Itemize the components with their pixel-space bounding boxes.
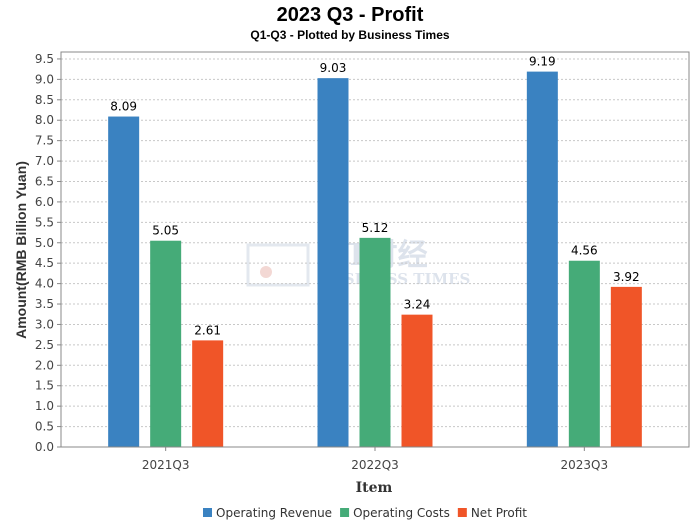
- bars: 8.09 5.05 2.61 9.03 5.12 3.24 9.19 4.56 3.92: [108, 55, 642, 448]
- data-label: 4.56: [571, 244, 598, 258]
- legend-label: Operating Costs: [353, 506, 450, 520]
- data-label: 3.92: [613, 270, 640, 284]
- y-tick-label: 4.0: [35, 277, 54, 291]
- bar: [150, 240, 182, 447]
- bar: [359, 237, 391, 447]
- y-tick-label: 6.5: [35, 174, 54, 188]
- bar: [317, 78, 349, 448]
- bar: [108, 116, 140, 448]
- svg-text:BUSINESS TIMES: BUSINESS TIMES: [318, 270, 470, 288]
- legend-swatch: [340, 508, 350, 517]
- y-tick-label: 4.5: [35, 256, 54, 270]
- y-tick-label: 7.5: [35, 134, 54, 148]
- y-axis-label: Amount(RMB Billion Yuan): [13, 161, 29, 339]
- data-label: 5.12: [362, 221, 389, 235]
- legend-label: Operating Revenue: [216, 506, 332, 520]
- y-tick-label: 9.5: [35, 52, 54, 66]
- x-tick-label: 2022Q3: [351, 458, 399, 472]
- y-tick-label: 1.0: [35, 399, 54, 413]
- x-tick-label: 2021Q3: [142, 458, 190, 472]
- legend: Operating Revenue Operating Costs Net Prof…: [203, 506, 527, 520]
- y-tick-label: 3.5: [35, 297, 54, 311]
- y-tick-label: 5.0: [35, 236, 54, 250]
- legend-swatch: [457, 508, 467, 517]
- data-label: 2.61: [194, 323, 221, 337]
- bar: [568, 260, 600, 447]
- x-axis-label: Item: [356, 480, 393, 496]
- legend-swatch: [203, 508, 212, 517]
- y-tick-label: 9.0: [35, 72, 54, 86]
- y-axis: 0.0 0.5 1.0 1.5 2.0 2.5 3.0 3.5 4.0 4.5 5.0 5.5 6.0 6…: [35, 52, 61, 454]
- y-tick-label: 0.5: [35, 420, 54, 434]
- data-label: 9.03: [320, 61, 347, 75]
- data-label: 8.09: [110, 100, 137, 114]
- y-tick-label: 8.0: [35, 113, 54, 127]
- x-tick-label: 2023Q3: [561, 458, 609, 472]
- data-label: 3.24: [404, 298, 431, 312]
- x-axis: 2021Q3 2022Q3 2023Q3: [142, 447, 608, 472]
- y-tick-label: 2.5: [35, 338, 54, 352]
- data-label: 9.19: [529, 55, 556, 69]
- bar: [192, 340, 224, 447]
- y-tick-label: 2.0: [35, 358, 54, 372]
- y-tick-label: 0.0: [35, 440, 54, 454]
- data-label: 5.05: [152, 224, 179, 238]
- bar: [401, 314, 433, 447]
- y-tick-label: 1.5: [35, 379, 54, 393]
- y-tick-label: 3.0: [35, 317, 54, 331]
- y-tick-label: 8.5: [35, 93, 54, 107]
- chart-subtitle: Q1-Q3 - Plotted by Business Times: [250, 28, 449, 42]
- bar: [610, 286, 642, 447]
- bar: [526, 71, 558, 448]
- y-tick-label: 7.0: [35, 154, 54, 168]
- chart-title: 2023 Q3 - Profit: [277, 4, 424, 26]
- legend-label: Net Profit: [471, 506, 527, 520]
- y-tick-label: 5.5: [35, 215, 54, 229]
- y-tick-label: 6.0: [35, 195, 54, 209]
